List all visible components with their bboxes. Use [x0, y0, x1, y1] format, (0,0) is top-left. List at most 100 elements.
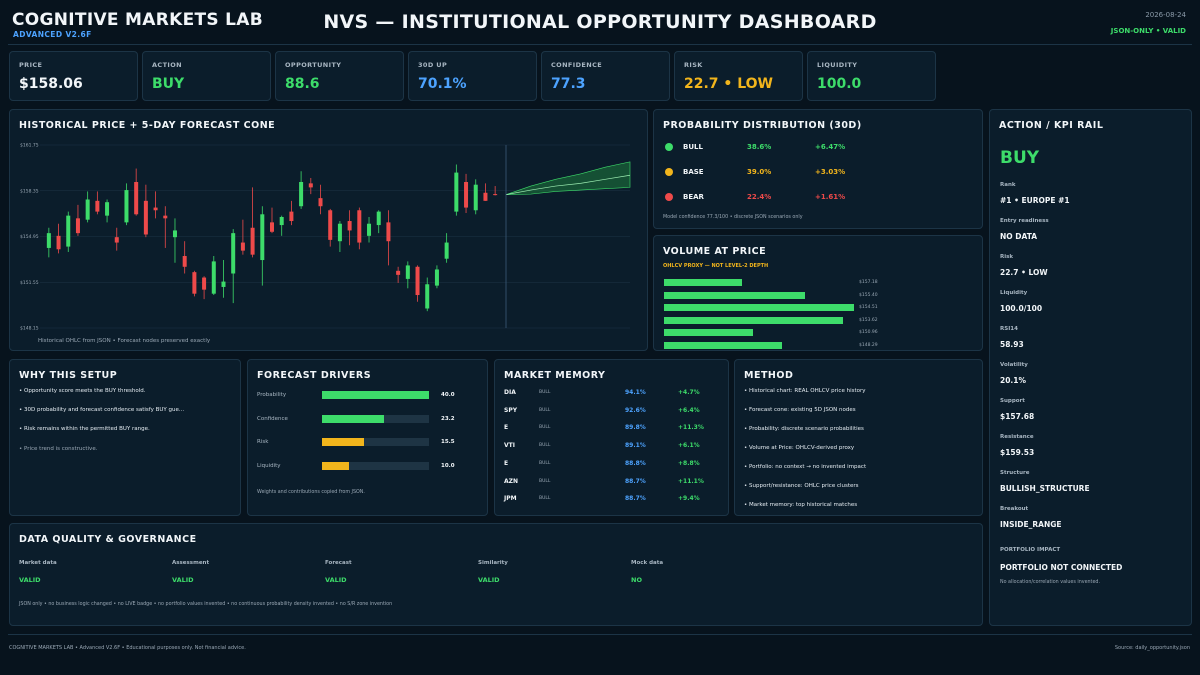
candle-body: [405, 265, 410, 279]
action-kpi-rail: ACTION / KPI RAIL BUY Rank #1 • EUROPE #1…: [989, 109, 1192, 626]
driver-bar-track: [322, 391, 429, 399]
candle-body: [114, 237, 119, 243]
scenario-name: BULL: [683, 143, 703, 151]
base-dot-icon: [665, 168, 673, 176]
memory-symbol: JPM: [504, 495, 517, 503]
memory-row: VTI BULL 89.1% +6.1%: [504, 442, 724, 452]
scenario-probability: 38.6%: [747, 143, 772, 151]
kpi-card-risk: RISK 22.7 • LOW: [674, 51, 803, 101]
panel-title: WHY THIS SETUP: [19, 370, 118, 381]
driver-bar-track: [322, 438, 429, 446]
kpi-card-confidence: CONFIDENCE 77.3: [541, 51, 670, 101]
kpi-label: LIQUIDITY: [817, 61, 858, 69]
scenario-name: BASE: [683, 168, 704, 176]
kpi-value: 88.6: [285, 76, 320, 92]
candle-body: [46, 233, 51, 248]
driver-bar-track: [322, 462, 429, 470]
candle-body: [367, 223, 372, 236]
scenario-return: +6.47%: [815, 143, 846, 151]
candle-body: [134, 182, 139, 215]
forecast-median-line: [505, 174, 631, 195]
scenario-probability: 39.0%: [747, 168, 772, 176]
data-quality-panel: DATA QUALITY & GOVERNANCE Market data VAL…: [9, 523, 983, 626]
rail-value: #1 • EUROPE #1: [1000, 196, 1070, 205]
governance-note: JSON only • no business logic changed • …: [19, 602, 393, 607]
memory-return: +9.4%: [678, 495, 700, 503]
vap-price-label: $155.40: [859, 292, 878, 298]
candle-body: [318, 198, 323, 207]
candle-body: [493, 194, 498, 196]
kpi-label: RISK: [684, 61, 703, 69]
candle-body: [66, 215, 71, 247]
candle-body: [279, 216, 284, 226]
y-tick-label: $148.15: [20, 326, 39, 332]
bear-dot-icon: [665, 193, 673, 201]
candle-body: [425, 284, 430, 309]
memory-return: +6.4%: [678, 406, 700, 414]
footer-source: Source: daily_opportunity.json: [1114, 645, 1190, 651]
rail-label: Rank: [1000, 182, 1016, 188]
driver-bar-fill: [322, 462, 349, 470]
price-chart-panel: HISTORICAL PRICE + 5-DAY FORECAST CONE $…: [9, 109, 648, 351]
kpi-value: 100.0: [817, 76, 862, 92]
method-bullet: • Volume at Price: OHLCV-derived proxy: [744, 445, 855, 451]
drivers-note: Weights and contributions copied from JS…: [257, 490, 365, 495]
memory-row: SPY BULL 92.6% +6.4%: [504, 407, 724, 417]
memory-symbol: E: [504, 459, 509, 467]
brand-title: COGNITIVE MARKETS LAB: [12, 10, 263, 30]
driver-bar-fill: [322, 438, 364, 446]
candle-body: [250, 227, 255, 255]
footer-divider: [8, 634, 1192, 635]
memory-return: +4.7%: [678, 389, 700, 396]
candle-body: [163, 215, 168, 219]
quality-label: Market data: [19, 560, 57, 566]
probability-panel: PROBABILITY DISTRIBUTION (30D) BULL 38.6…: [653, 109, 983, 229]
vap-price-label: $157.18: [859, 280, 878, 285]
vap-price-label: $150.96: [859, 330, 878, 335]
candle-body: [483, 192, 488, 201]
candle-body: [337, 223, 342, 242]
quality-value: VALID: [19, 576, 41, 584]
rail-label: Liquidity: [1000, 290, 1028, 296]
method-bullet: • Historical chart: REAL OHLCV price his…: [744, 388, 866, 394]
validity-badge: JSON-ONLY • VALID: [1110, 27, 1186, 35]
forecast-cone: [505, 161, 631, 195]
vap-bar: [664, 316, 843, 324]
memory-symbol: AZN: [504, 477, 519, 485]
kpi-label: PRICE: [19, 61, 43, 69]
rail-label: Breakout: [1000, 506, 1029, 512]
panel-title: MARKET MEMORY: [504, 370, 606, 381]
why-setup-panel: WHY THIS SETUP • Opportunity score meets…: [9, 359, 241, 516]
memory-symbol: SPY: [504, 406, 518, 414]
kpi-label: CONFIDENCE: [551, 61, 603, 69]
rail-label: Risk: [1000, 254, 1014, 260]
candle-body: [182, 256, 187, 267]
candle-body: [434, 269, 439, 286]
candle-body: [328, 210, 333, 240]
kpi-label: OPPORTUNITY: [285, 61, 342, 69]
kpi-card-opportunity: OPPORTUNITY 88.6: [275, 51, 404, 101]
panel-title: PROBABILITY DISTRIBUTION (30D): [663, 120, 862, 131]
kpi-label: ACTION: [152, 61, 183, 69]
memory-regime: BULL: [539, 478, 551, 484]
memory-row: E BULL 88.8% +8.8%: [504, 460, 724, 470]
driver-label: Probability: [257, 392, 287, 398]
vap-price-label: $154.51: [859, 305, 878, 310]
memory-symbol: DIA: [504, 389, 516, 396]
kpi-value: 77.3: [551, 76, 586, 92]
volume-at-price-panel: VOLUME AT PRICE OHLCV PROXY — NOT LEVEL-…: [653, 235, 983, 351]
candle-body: [231, 233, 236, 274]
vap-bar: [664, 341, 782, 349]
method-bullet: • Portfolio: no context → no invented im…: [744, 464, 867, 470]
report-date: 2026-08-24: [1145, 11, 1186, 19]
scenario-return: +3.03%: [815, 168, 846, 176]
panel-title: HISTORICAL PRICE + 5-DAY FORECAST CONE: [19, 120, 276, 131]
method-bullet: • Market memory: top historical matches: [744, 502, 858, 508]
candle-body: [386, 222, 391, 242]
y-tick-label: $161.75: [20, 143, 39, 149]
candle-body: [143, 200, 148, 235]
memory-row: AZN BULL 88.7% +11.1%: [504, 478, 724, 488]
portfolio-impact-label: PORTFOLIO IMPACT: [1000, 547, 1061, 553]
rail-value: NO DATA: [1000, 232, 1038, 241]
driver-label: Confidence: [257, 416, 288, 422]
